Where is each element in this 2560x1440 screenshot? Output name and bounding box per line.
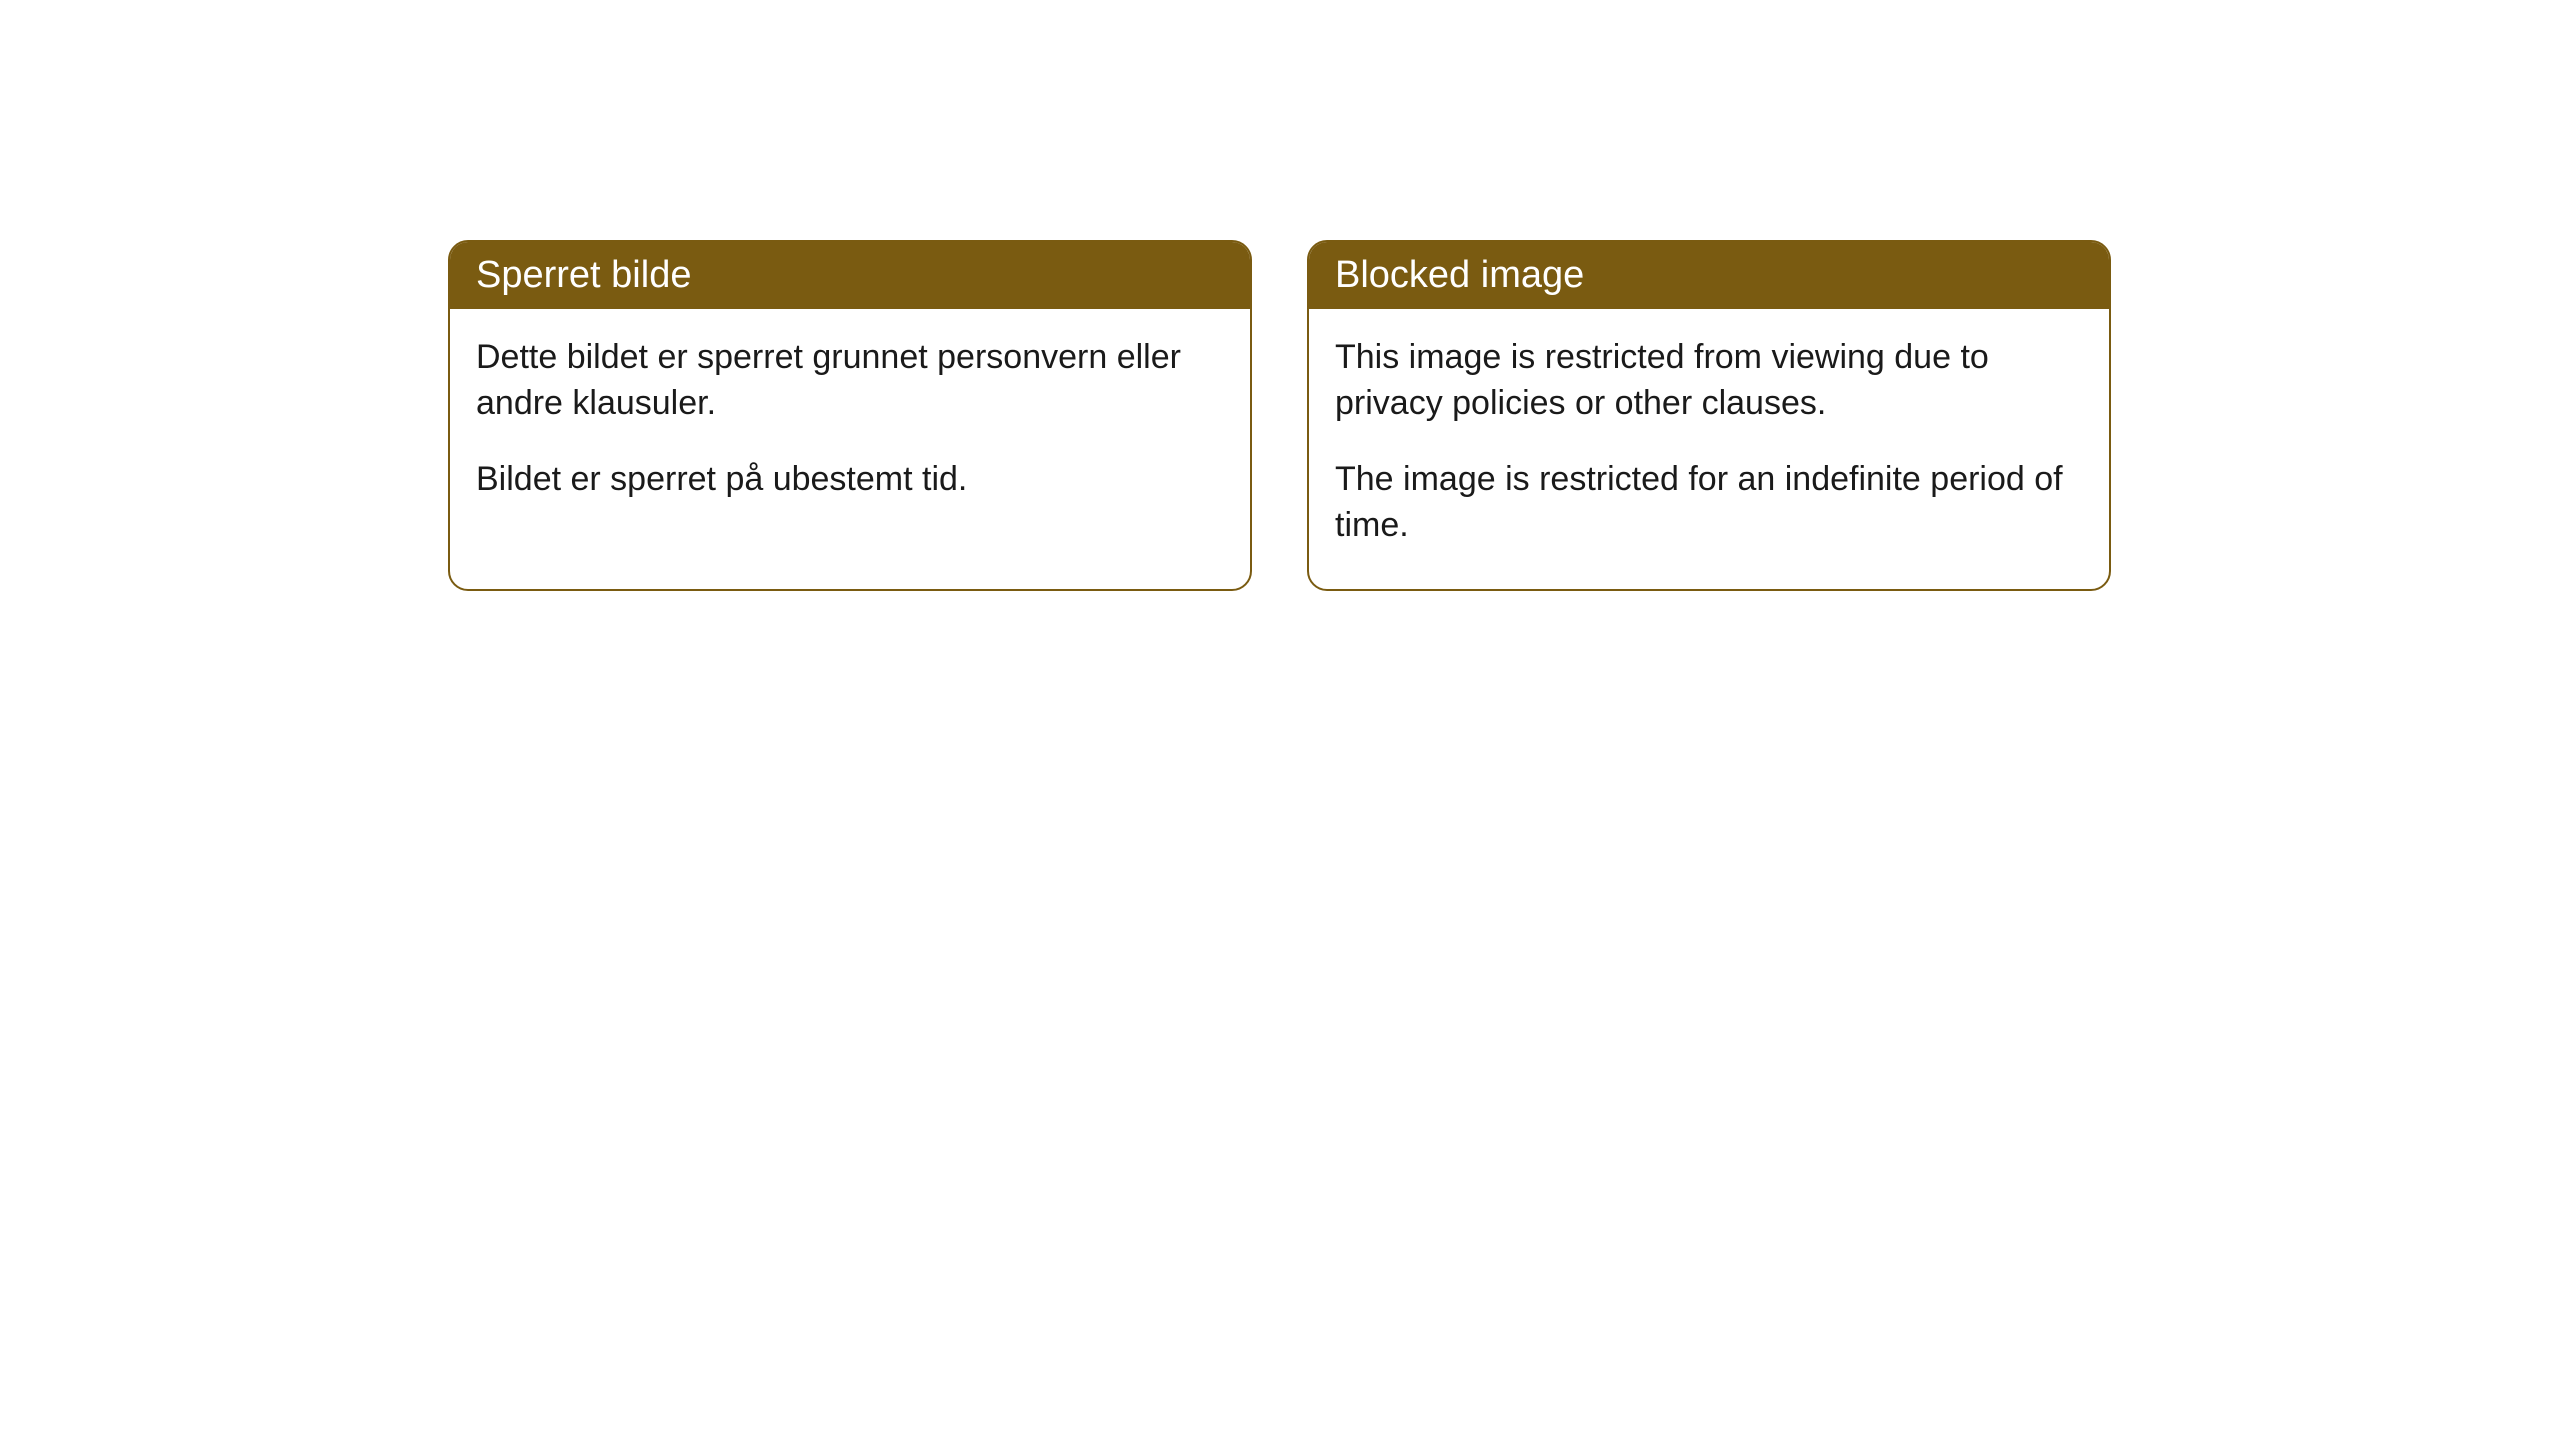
card-paragraph-2-norwegian: Bildet er sperret på ubestemt tid. <box>476 457 1224 503</box>
card-header-norwegian: Sperret bilde <box>450 242 1250 309</box>
card-body-norwegian: Dette bildet er sperret grunnet personve… <box>450 309 1250 543</box>
blocked-image-card-norwegian: Sperret bilde Dette bildet er sperret gr… <box>448 240 1252 591</box>
card-paragraph-1-norwegian: Dette bildet er sperret grunnet personve… <box>476 335 1224 427</box>
card-paragraph-1-english: This image is restricted from viewing du… <box>1335 335 2083 427</box>
card-body-english: This image is restricted from viewing du… <box>1309 309 2109 589</box>
card-paragraph-2-english: The image is restricted for an indefinit… <box>1335 457 2083 549</box>
cards-container: Sperret bilde Dette bildet er sperret gr… <box>0 0 2560 591</box>
card-header-english: Blocked image <box>1309 242 2109 309</box>
blocked-image-card-english: Blocked image This image is restricted f… <box>1307 240 2111 591</box>
